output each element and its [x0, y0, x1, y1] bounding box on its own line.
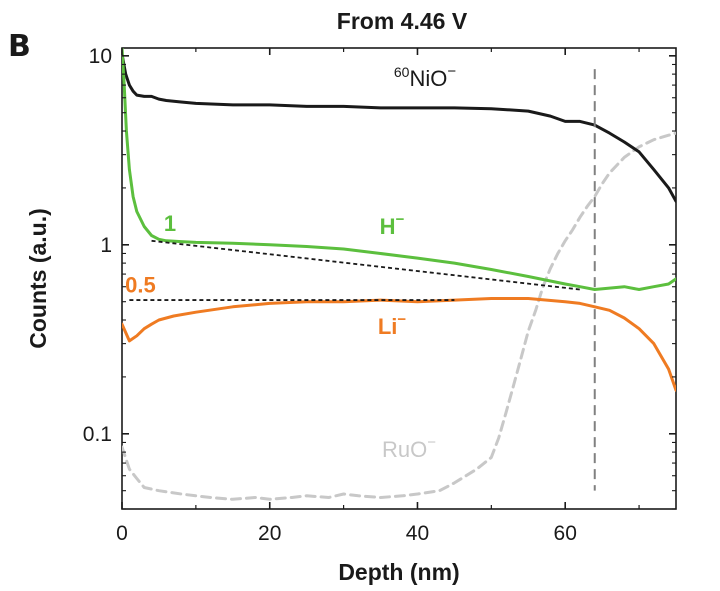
x-tick-label: 0: [116, 522, 128, 545]
annotation-Li-level: 0.5: [125, 272, 156, 297]
series-label-ruo: RuO−: [382, 434, 436, 462]
label-layer: 60NiO−H−Li−RuO−10.5: [125, 63, 456, 462]
series-label-h: H−: [380, 211, 405, 239]
tick-layer: 0 20 40 60 0.1 1 10: [83, 45, 676, 545]
guide-layer: [129, 69, 596, 491]
series-label-charge: −: [447, 63, 456, 80]
panel-letter: B: [8, 29, 31, 64]
x-axis-label: Depth (nm): [338, 559, 459, 585]
series-label-isotope: 60: [394, 64, 410, 80]
series-layer: [122, 48, 676, 501]
y-tick-label: 1: [100, 234, 112, 257]
y-tick-label: 10: [89, 45, 112, 68]
x-tick-label: 40: [406, 522, 429, 545]
x-tick-label: 60: [554, 522, 577, 545]
series-label-name: H: [380, 214, 396, 239]
y-tick-label: 0.1: [83, 423, 112, 446]
series-label-nio: 60NiO−: [394, 63, 456, 91]
y-axis-label: Counts (a.u.): [25, 208, 51, 349]
series-line-ruo: [122, 131, 676, 501]
guide-line-h: [151, 239, 581, 291]
series-label-charge: −: [396, 211, 405, 228]
series-label-li: Li−: [378, 311, 407, 339]
series-label-name: NiO: [409, 66, 447, 91]
annotation-H-level: 1: [164, 211, 176, 236]
x-tick-label: 20: [258, 522, 281, 545]
series-label-name: RuO: [382, 437, 427, 462]
series-label-charge: −: [427, 434, 436, 451]
series-label-name: Li: [378, 314, 398, 339]
series-line-nio: [122, 52, 676, 203]
chart-title: From 4.46 V: [337, 8, 468, 34]
series-label-charge: −: [397, 311, 406, 328]
series-line-h: [122, 48, 676, 291]
